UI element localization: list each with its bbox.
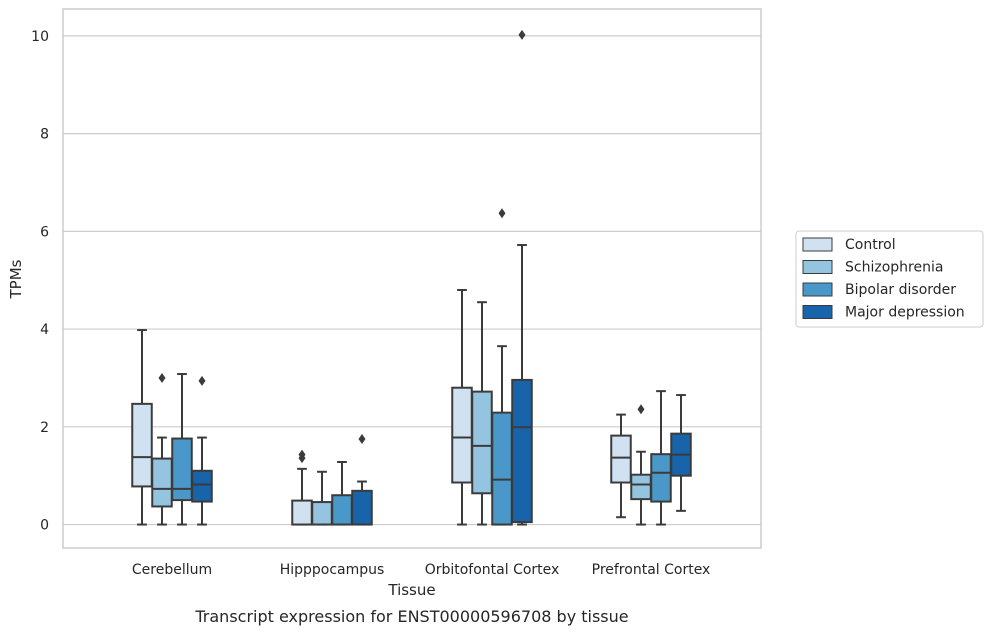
y-tick-label: 10 bbox=[31, 29, 49, 45]
legend-label: Bipolar disorder bbox=[845, 282, 956, 298]
box-body bbox=[610, 434, 632, 484]
box-body bbox=[331, 494, 353, 526]
outlier-point bbox=[498, 208, 506, 219]
box bbox=[511, 29, 533, 526]
box-body bbox=[630, 473, 652, 501]
legend-swatch bbox=[802, 282, 833, 297]
legend-swatch bbox=[802, 237, 833, 252]
box-body bbox=[451, 386, 473, 484]
plot-area bbox=[62, 8, 762, 549]
legend-label: Major depression bbox=[845, 305, 965, 321]
box-series bbox=[131, 29, 692, 526]
series-schizophrenia bbox=[151, 301, 652, 526]
y-tick-label: 4 bbox=[40, 322, 49, 338]
box bbox=[311, 470, 333, 526]
y-tick-label: 6 bbox=[40, 224, 49, 240]
legend-label: Schizophrenia bbox=[845, 260, 943, 276]
box bbox=[650, 390, 672, 526]
y-axis-label: TPMs bbox=[7, 259, 25, 299]
box bbox=[131, 329, 153, 526]
box-body bbox=[491, 411, 513, 526]
box-body bbox=[151, 457, 173, 508]
legend-item: Schizophrenia bbox=[802, 260, 943, 276]
legend: Control Schizophrenia Bipolar disorder Majo… bbox=[795, 230, 984, 328]
y-tick-label: 8 bbox=[40, 127, 49, 143]
x-tick-label: Hipppocampus bbox=[280, 562, 385, 578]
box bbox=[291, 449, 313, 526]
legend-item: Bipolar disorder bbox=[802, 282, 956, 298]
legend-label: Control bbox=[845, 237, 896, 253]
outlier-point bbox=[158, 372, 166, 383]
x-tick-label: Cerebellum bbox=[132, 562, 212, 578]
series-control bbox=[131, 288, 632, 526]
legend-swatch bbox=[802, 260, 833, 274]
series-major-depression bbox=[191, 29, 692, 526]
legend-swatch bbox=[802, 305, 833, 319]
box-body bbox=[351, 489, 373, 526]
legend-item: Major depression bbox=[802, 305, 965, 321]
grid-lines bbox=[63, 35, 761, 526]
x-axis-label: Tissue bbox=[387, 581, 435, 599]
box-body bbox=[171, 437, 193, 502]
box-body bbox=[471, 390, 493, 495]
outlier-point bbox=[298, 449, 306, 460]
box bbox=[471, 301, 493, 526]
box bbox=[630, 404, 652, 526]
box-body bbox=[131, 402, 153, 488]
box-body bbox=[291, 499, 313, 526]
chart-caption: Transcript expression for ENST0000059670… bbox=[194, 607, 628, 626]
outlier-point bbox=[518, 29, 526, 40]
box-body bbox=[650, 453, 672, 503]
y-axis-ticks: 0 2 4 6 8 10 bbox=[31, 29, 49, 534]
outlier-point bbox=[198, 375, 206, 386]
outlier-point bbox=[358, 434, 366, 445]
y-tick-label: 2 bbox=[40, 420, 49, 436]
x-axis-ticks: Cerebellum Hipppocampus Orbitofontal Corte… bbox=[132, 562, 710, 578]
x-tick-label: Orbitofontal Cortex bbox=[425, 562, 560, 578]
box-body bbox=[511, 378, 533, 524]
box bbox=[451, 288, 473, 526]
box-body bbox=[191, 469, 213, 503]
box bbox=[331, 460, 353, 526]
box bbox=[610, 413, 632, 519]
box-body bbox=[311, 501, 333, 526]
legend-frame bbox=[795, 230, 984, 328]
series-bipolar-disorder bbox=[171, 208, 672, 526]
box bbox=[151, 372, 173, 526]
box bbox=[491, 208, 513, 526]
box bbox=[171, 373, 193, 526]
box bbox=[351, 434, 373, 526]
y-tick-label: 0 bbox=[40, 518, 49, 534]
outlier-point bbox=[637, 404, 645, 415]
box bbox=[670, 394, 692, 512]
legend-item: Control bbox=[802, 237, 896, 253]
box bbox=[191, 375, 213, 526]
x-tick-label: Prefrontal Cortex bbox=[592, 562, 711, 578]
